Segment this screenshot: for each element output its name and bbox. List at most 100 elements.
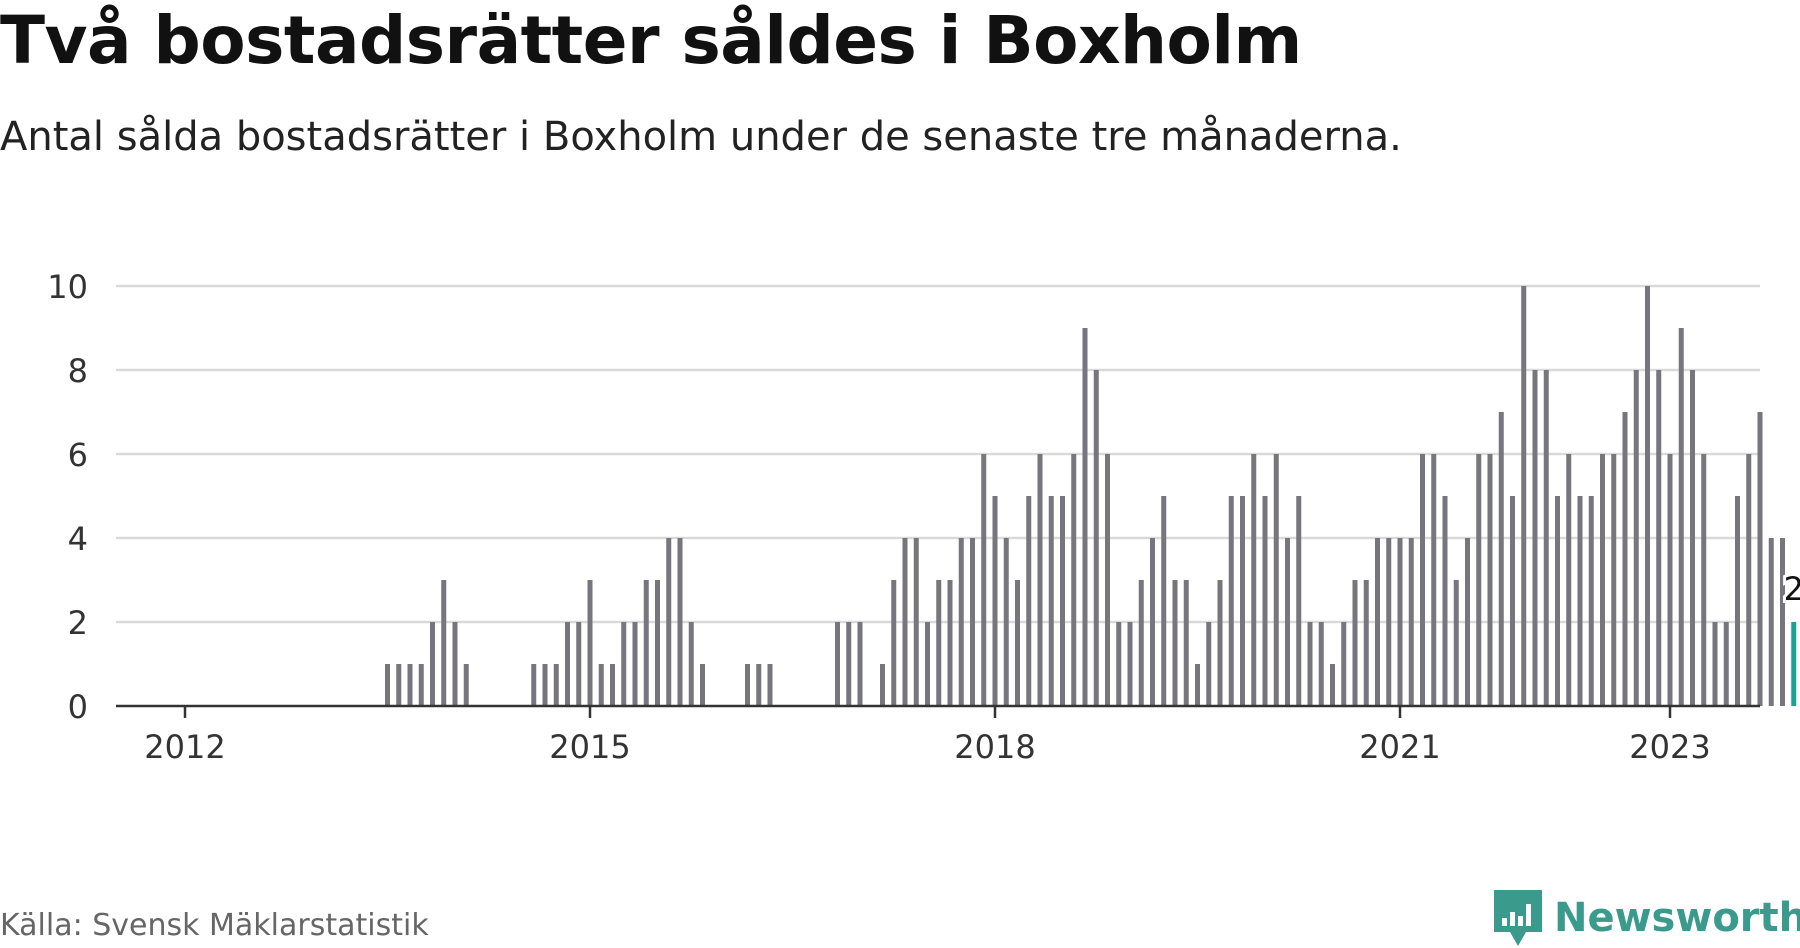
bar-highlight — [1791, 622, 1797, 706]
bar — [1352, 580, 1358, 706]
bar — [610, 664, 615, 706]
bar — [1003, 538, 1009, 706]
x-tick-label: 2015 — [549, 728, 630, 766]
bar — [463, 664, 469, 706]
bar — [846, 622, 852, 706]
y-tick-label: 2 — [68, 604, 88, 642]
bar — [1026, 496, 1032, 706]
bar — [666, 538, 672, 706]
bar — [1296, 496, 1302, 706]
bar — [1712, 622, 1718, 706]
bar — [430, 622, 435, 706]
bar — [925, 622, 930, 706]
y-axis-ticks: 0 2 4 6 8 10 — [47, 268, 88, 726]
bar — [1510, 496, 1515, 706]
chart-subtitle: Antal sålda bostadsrätter i Boxholm unde… — [0, 114, 1402, 160]
bar — [418, 664, 424, 706]
bar — [970, 538, 975, 706]
bar — [1093, 370, 1099, 706]
x-axis-ticks: 2012 2015 2018 2021 2023 — [144, 706, 1711, 766]
bar — [407, 664, 413, 706]
bar — [1780, 538, 1785, 706]
bar — [1330, 664, 1335, 706]
bar — [1105, 454, 1110, 706]
y-tick-label: 10 — [47, 268, 88, 306]
bar — [1645, 286, 1650, 706]
bar — [1363, 580, 1369, 706]
bar — [1048, 496, 1054, 706]
bar — [677, 538, 683, 706]
bar — [1251, 454, 1257, 706]
bar — [1420, 454, 1425, 706]
bar — [745, 664, 750, 706]
bar — [1116, 622, 1122, 706]
bar — [857, 622, 863, 706]
bar — [767, 664, 773, 706]
bar — [958, 538, 964, 706]
bar — [1386, 538, 1392, 706]
bar — [1656, 370, 1662, 706]
bar — [1442, 496, 1448, 706]
bar — [1273, 454, 1279, 706]
bar — [1543, 370, 1549, 706]
bar — [1161, 496, 1167, 706]
bar — [655, 580, 660, 706]
bar — [891, 580, 897, 706]
bar — [1285, 538, 1290, 706]
bar — [1622, 412, 1628, 706]
bar — [1465, 538, 1470, 706]
bar — [1060, 496, 1065, 706]
brand-name: Newsworthy — [1554, 895, 1800, 941]
bar — [992, 496, 998, 706]
bar — [565, 622, 570, 706]
bar — [531, 664, 537, 706]
bar — [1228, 496, 1234, 706]
bar — [576, 622, 582, 706]
bar — [587, 580, 593, 706]
bar — [1757, 412, 1763, 706]
bar — [542, 664, 548, 706]
bar — [1082, 328, 1088, 706]
bar — [452, 622, 458, 706]
bar — [1521, 286, 1527, 706]
chart-title: Två bostadsrätter såldes i Boxholm — [0, 2, 1302, 79]
bar — [913, 538, 919, 706]
x-tick-label: 2023 — [1629, 728, 1710, 766]
bar — [1498, 412, 1504, 706]
bar — [385, 664, 390, 706]
bars — [385, 286, 1797, 706]
bar — [1487, 454, 1493, 706]
bar — [396, 664, 402, 706]
bar — [643, 580, 649, 706]
bar — [441, 580, 447, 706]
x-tick-label: 2012 — [144, 728, 225, 766]
bar — [880, 664, 885, 706]
bar — [1690, 370, 1695, 706]
bar — [947, 580, 953, 706]
bar — [936, 580, 942, 706]
bar — [1318, 622, 1324, 706]
bar — [1611, 454, 1617, 706]
bar — [598, 664, 604, 706]
newsworthy-logo-icon — [1494, 890, 1542, 946]
bar — [621, 622, 627, 706]
y-tick-label: 0 — [68, 688, 88, 726]
bar — [1037, 454, 1043, 706]
bar — [1138, 580, 1144, 706]
bar — [1555, 496, 1560, 706]
bar — [1532, 370, 1538, 706]
bar — [1206, 622, 1212, 706]
bar — [756, 664, 762, 706]
bar — [981, 454, 987, 706]
bar — [1453, 580, 1459, 706]
y-tick-label: 6 — [68, 436, 88, 474]
bar — [1397, 538, 1403, 706]
y-tick-label: 4 — [68, 520, 88, 558]
bar — [1172, 580, 1178, 706]
bar — [1566, 454, 1572, 706]
bar — [1431, 454, 1437, 706]
bar — [1195, 664, 1200, 706]
bar — [1071, 454, 1077, 706]
bar — [1588, 496, 1594, 706]
